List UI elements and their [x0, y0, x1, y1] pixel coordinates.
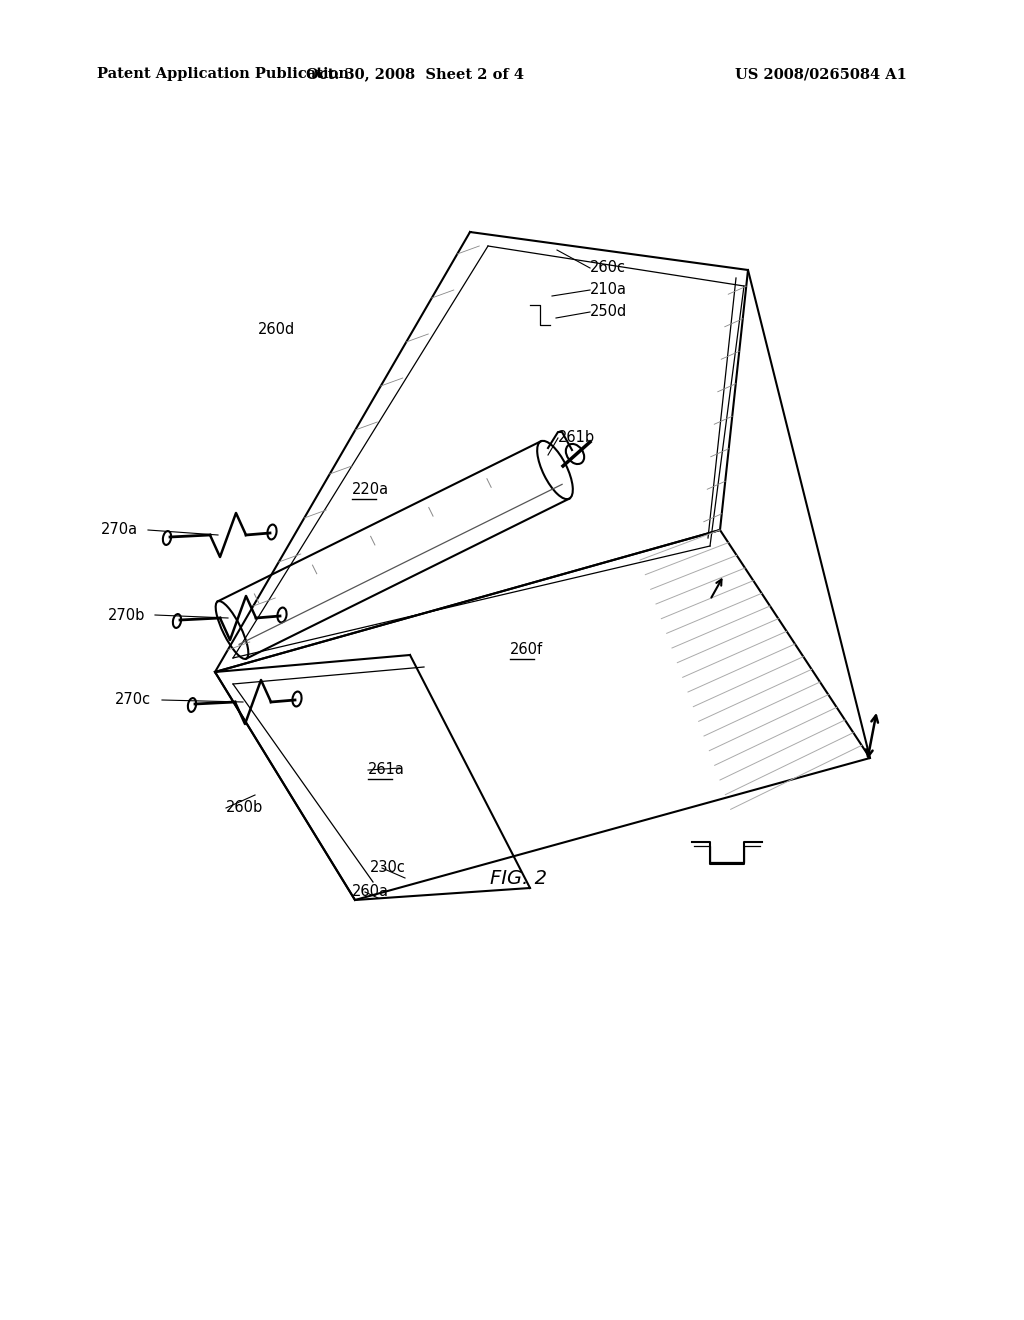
Text: 270a: 270a	[101, 523, 138, 537]
Text: 261b: 261b	[558, 430, 595, 446]
Text: Patent Application Publication: Patent Application Publication	[97, 67, 349, 81]
Text: FIG. 2: FIG. 2	[490, 869, 547, 887]
Text: 261a: 261a	[368, 763, 404, 777]
Ellipse shape	[267, 524, 276, 540]
Ellipse shape	[278, 607, 287, 623]
Text: Oct. 30, 2008  Sheet 2 of 4: Oct. 30, 2008 Sheet 2 of 4	[306, 67, 524, 81]
Text: 260a: 260a	[352, 884, 389, 899]
Text: 260c: 260c	[590, 260, 626, 276]
Text: 250d: 250d	[590, 305, 628, 319]
Text: 210a: 210a	[590, 282, 627, 297]
Ellipse shape	[293, 692, 302, 706]
Text: 260b: 260b	[226, 800, 263, 816]
Text: US 2008/0265084 A1: US 2008/0265084 A1	[735, 67, 907, 81]
Text: 260f: 260f	[510, 643, 543, 657]
Text: 260d: 260d	[258, 322, 295, 338]
Text: 270c: 270c	[115, 693, 152, 708]
Text: 220a: 220a	[352, 483, 389, 498]
Text: 270b: 270b	[108, 607, 145, 623]
Text: 230c: 230c	[370, 861, 406, 875]
